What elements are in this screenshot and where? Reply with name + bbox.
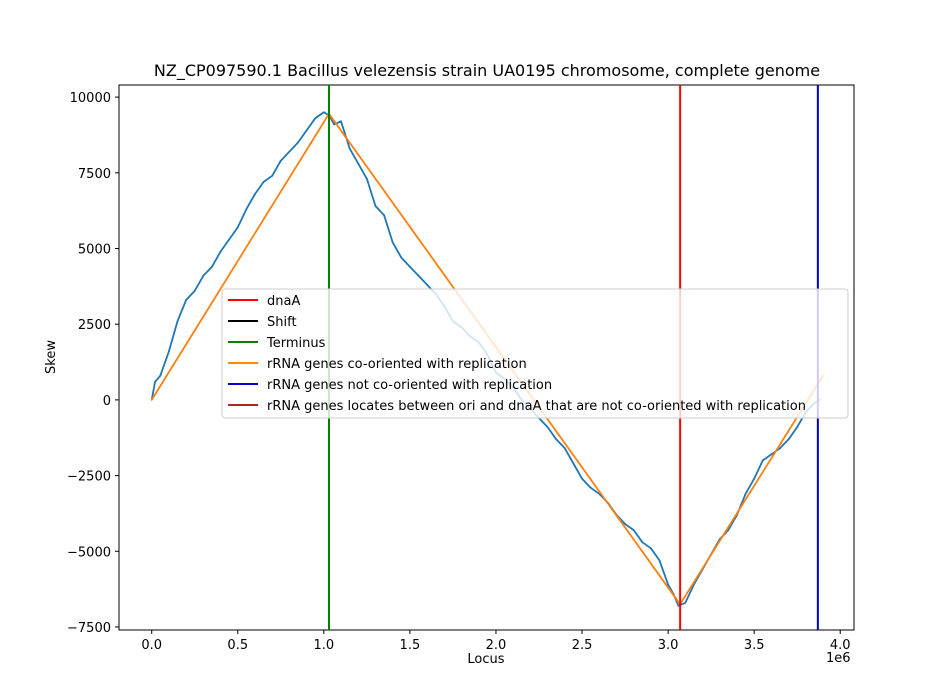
legend-label: rRNA genes co-oriented with replication [267,357,527,372]
y-axis: −7500 −5000 −2500 0 2500 5000 7500 10000 [67,91,119,636]
x-tick-label: 1.5 [400,638,421,653]
series-1-point [761,459,764,462]
series-1-point [279,159,282,162]
series-2-point [150,399,153,401]
plot-frame [118,84,855,631]
series-1-point [176,320,179,323]
series-1-point [572,462,575,465]
x-tick-label: 3.0 [658,638,679,653]
series-1-point [305,129,308,132]
y-axis-label: Skew [44,340,59,374]
series-1-point [417,274,420,277]
series-1-point [753,477,756,480]
y-tick-label: −2500 [67,470,111,485]
x-axis-offset-label: 1e6 [826,651,851,666]
series-1-point [555,438,558,441]
series-1-point [357,162,360,165]
series-1-point [650,547,652,550]
legend: dnaA Shift Terminus rRNA genes co-oriented … [221,288,849,419]
series-1-point [727,529,730,531]
series-1-point [641,541,644,544]
series-1-point [589,486,592,489]
series-1-point [211,265,213,268]
series-1-point [581,477,583,480]
series-1-point [262,181,265,183]
series-1-point [383,214,385,217]
legend-label: Terminus [266,336,326,351]
series-1-point [314,117,317,120]
series-1-point [787,438,790,441]
x-tick-label: 0.0 [141,638,162,653]
x-tick-label: 2.0 [486,638,507,653]
series-1-point [409,265,411,268]
legend-label: rRNA genes locates between ori and dnaA … [267,399,806,414]
legend-box [221,288,849,419]
x-axis-label: Locus [467,652,504,667]
x-tick-label: 0.5 [227,638,248,653]
y-tick-label: −7500 [67,621,111,636]
series-1-point [796,426,799,428]
series-1-point [546,426,549,428]
series-1-point [677,604,680,607]
y-tick-label: 0 [103,394,111,409]
y-tick-label: 5000 [78,243,111,258]
series-1-point [624,523,626,525]
x-tick-label: 1.0 [313,638,334,653]
x-tick-label: 3.5 [744,638,765,653]
series-1-point [391,241,394,244]
series-1-point [400,256,403,259]
series-1-point [684,601,687,604]
series-1-point [770,453,773,456]
series-1-point [219,250,222,253]
series-1-point [744,492,747,495]
series-1-point [228,238,231,241]
chart-title: NZ_CP097590.1 Bacillus velezensis strain… [154,61,820,81]
legend-label: dnaA [267,294,300,309]
series-1-point [426,283,428,286]
series-1-point [563,447,566,450]
series-1-point [202,274,205,277]
series-1-point [193,290,196,292]
series-1-point [322,111,325,114]
series-1-point [288,150,291,153]
series-1-point [366,178,368,180]
series-1-point [236,226,239,229]
series-1-point [154,380,157,383]
series-1-point [159,374,162,377]
series-1-point [340,120,342,123]
y-tick-label: 10000 [70,91,111,106]
x-tick-label: 2.5 [572,638,593,653]
series-1-point [271,174,274,177]
series-1-point [779,447,781,450]
series-1-point [185,299,188,301]
series-1-point [333,123,336,126]
x-tick-label: 4.0 [830,638,851,653]
series-1-point [254,193,256,195]
y-tick-label: −5000 [67,545,111,560]
y-tick-label: 2500 [78,318,111,333]
series-1-point [168,350,170,353]
legend-label: rRNA genes not co-oriented with replicat… [267,378,552,393]
y-tick-label: 7500 [78,167,111,182]
series-1-point [667,583,669,586]
legend-label: Shift [267,315,297,330]
series-1-point [348,147,351,150]
x-axis: 0.0 0.5 1.0 1.5 2.0 2.5 3.0 3.5 4.0 [141,630,851,653]
series-1-point [374,205,377,208]
series-1-point [632,529,635,531]
series-1-point [245,208,248,211]
series-1-point [297,141,299,144]
series-1-point [658,559,661,562]
